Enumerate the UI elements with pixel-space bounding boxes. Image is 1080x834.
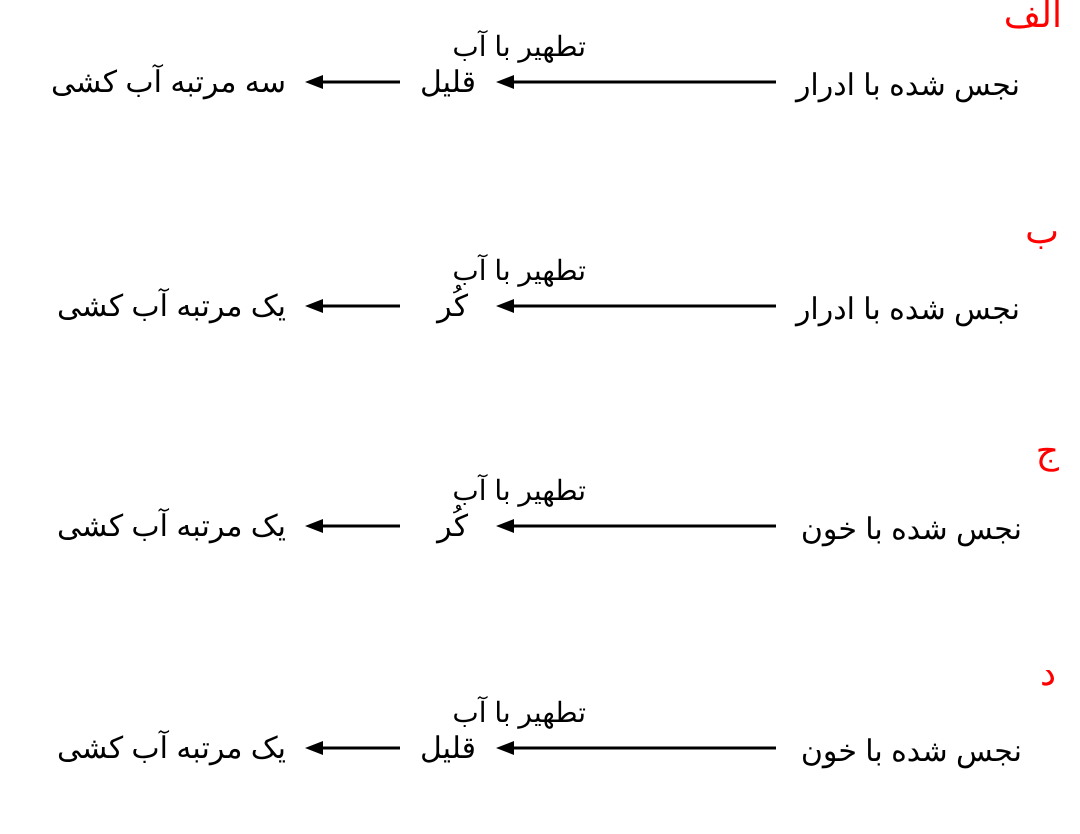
flow-label-jim: تطهیر با آب	[452, 474, 586, 507]
flow-label-beh: تطهیر با آب	[452, 254, 586, 287]
option-label-alef: الف	[1004, 0, 1062, 36]
start-text-beh: نجس شده با ادرار	[796, 292, 1020, 327]
option-label-beh: ب	[1025, 210, 1059, 252]
end-text-alef: سه مرتبه آب کشی	[51, 65, 286, 100]
arrow-long-beh	[496, 296, 776, 316]
flow-label-dal: تطهیر با آب	[452, 696, 586, 729]
mid-text-jim: کُر	[437, 509, 468, 544]
mid-text-beh: کُر	[437, 289, 468, 324]
start-text-alef: نجس شده با ادرار	[796, 68, 1020, 103]
option-label-dal: د	[1040, 652, 1056, 694]
start-text-jim: نجس شده با خون	[801, 512, 1022, 547]
mid-text-alef: قلیل	[420, 65, 476, 100]
arrow-short-beh	[305, 296, 400, 316]
end-text-beh: یک مرتبه آب کشی	[57, 289, 286, 324]
arrow-short-alef	[305, 72, 400, 92]
arrow-long-jim	[496, 516, 776, 536]
flow-label-alef: تطهیر با آب	[452, 30, 586, 63]
arrow-long-alef	[496, 72, 776, 92]
end-text-jim: یک مرتبه آب کشی	[57, 509, 286, 544]
start-text-dal: نجس شده با خون	[801, 734, 1022, 769]
option-label-jim: ج	[1036, 430, 1059, 472]
mid-text-dal: قلیل	[420, 731, 476, 766]
arrow-long-dal	[496, 738, 776, 758]
end-text-dal: یک مرتبه آب کشی	[57, 731, 286, 766]
arrow-short-jim	[305, 516, 400, 536]
arrow-short-dal	[305, 738, 400, 758]
